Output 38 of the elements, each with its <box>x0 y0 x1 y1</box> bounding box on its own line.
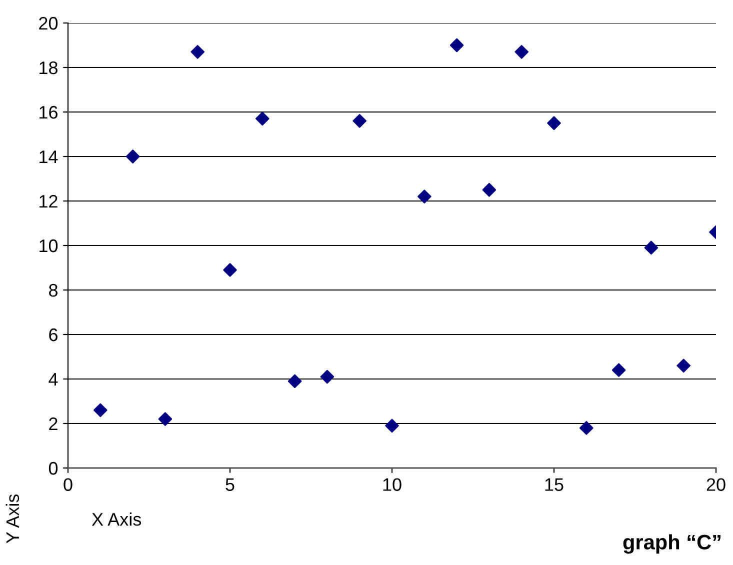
y-tick-label: 14 <box>40 150 58 164</box>
point <box>612 363 626 378</box>
y-tick-label: 4 <box>48 373 58 386</box>
point <box>223 263 237 277</box>
x-tick-label: 0 <box>64 478 72 491</box>
point <box>352 114 367 128</box>
point <box>190 45 205 59</box>
point <box>255 112 270 126</box>
text: graph “C” <box>623 534 720 554</box>
point <box>482 182 496 197</box>
y-tick-label: 6 <box>49 328 58 342</box>
point <box>126 150 140 164</box>
x-tick-label: 10 <box>383 478 402 491</box>
y-tick-label: 2 <box>49 417 58 430</box>
point <box>547 116 561 130</box>
x-tick-label: 20 <box>706 478 726 491</box>
point <box>288 374 302 388</box>
point <box>417 190 432 204</box>
point <box>158 412 172 426</box>
y-tick-label: 8 <box>49 284 58 297</box>
y-tick-label: 12 <box>40 194 58 208</box>
point <box>676 358 691 373</box>
y-tick-label: 18 <box>40 61 58 74</box>
y-tick-label: 20 <box>39 16 58 30</box>
point <box>385 418 399 433</box>
y-tick-label: 10 <box>40 239 58 252</box>
x-tick-label: 15 <box>545 478 564 491</box>
point <box>579 421 594 435</box>
x-tick-label: 5 <box>226 478 234 491</box>
y-axis-title: Y Axis <box>6 494 20 544</box>
point <box>320 370 334 384</box>
y-tick-label: 16 <box>40 106 58 119</box>
point <box>514 45 529 59</box>
point <box>93 403 108 418</box>
point <box>450 38 464 52</box>
y-tick-label: 0 <box>48 462 58 475</box>
x-axis-title: X Axis <box>92 512 142 526</box>
point <box>644 240 658 255</box>
